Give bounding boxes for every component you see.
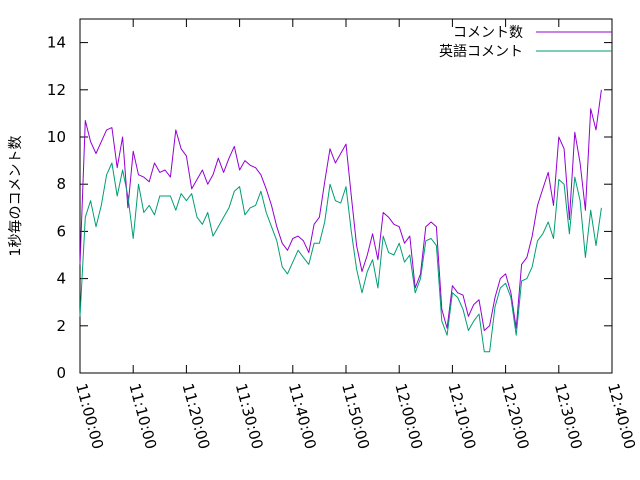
y-axis-label: 1秒毎のコメント数: [8, 136, 24, 257]
y-tick-label: 10: [47, 128, 66, 146]
series-line-2: [79, 162, 602, 353]
x-tick-label: 11:20:00: [179, 381, 214, 451]
x-tick-label: 12:20:00: [498, 381, 533, 451]
x-tick-label: 11:40:00: [285, 381, 320, 451]
x-tick-label: 12:30:00: [551, 381, 586, 451]
series-layer: [79, 89, 602, 353]
y-tick-label: 2: [56, 317, 66, 335]
legend-label: コメント数: [453, 25, 523, 41]
y-tick-label: 14: [47, 34, 66, 52]
y-tick-label: 4: [56, 270, 66, 288]
x-tick-label: 11:50:00: [338, 381, 373, 451]
x-tick-label: 12:40:00: [604, 381, 639, 451]
x-tick-label: 11:00:00: [72, 381, 107, 451]
legend-label: 英語コメント: [439, 43, 523, 60]
x-tick-label: 11:10:00: [125, 381, 160, 451]
x-tick-label: 11:30:00: [232, 381, 267, 451]
y-tick-label: 12: [47, 81, 66, 99]
y-tick-label: 0: [56, 364, 66, 382]
y-tick-label: 8: [56, 175, 66, 193]
x-tick-label: 12:10:00: [445, 381, 480, 451]
y-tick-label: 6: [56, 222, 66, 240]
x-tick-label: 12:00:00: [391, 381, 426, 451]
series-line-1: [79, 89, 602, 331]
y-axis: 0 2 4 6 8 10 12 14: [47, 34, 612, 382]
